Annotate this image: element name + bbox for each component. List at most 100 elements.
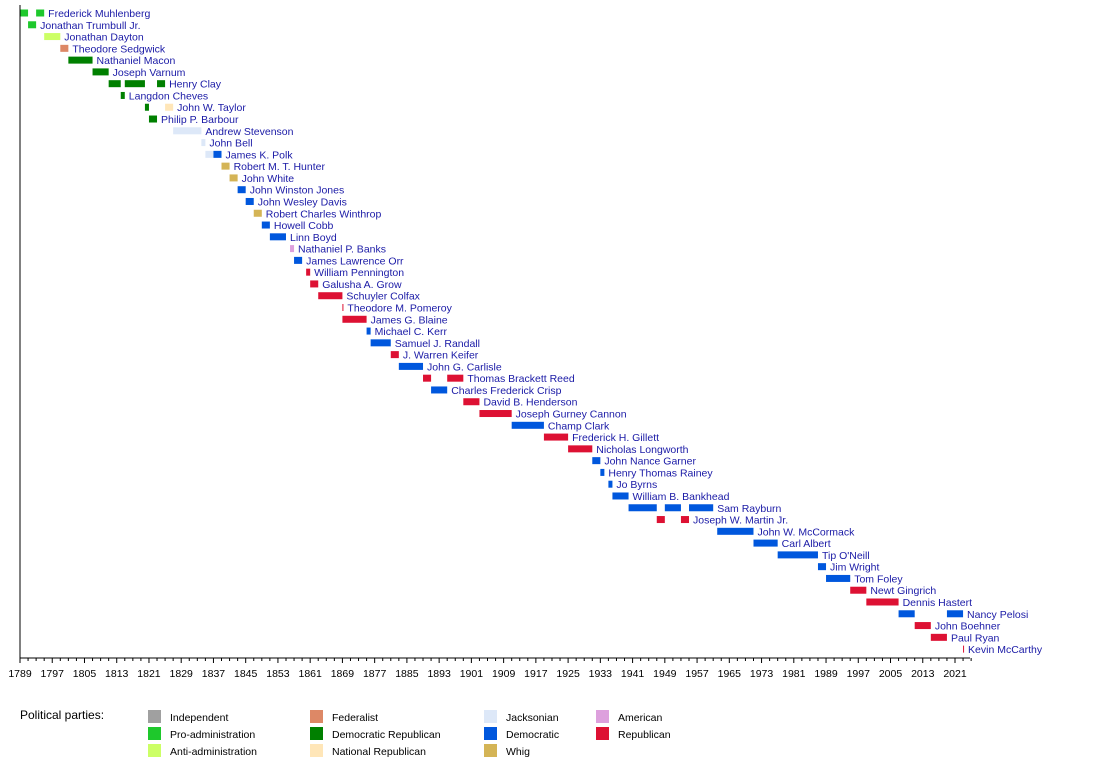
x-tick-label: 2021 xyxy=(943,668,967,680)
speaker-label: Nicholas Longworth xyxy=(596,444,688,456)
term-bar xyxy=(850,586,867,594)
term-bar xyxy=(60,44,69,52)
legend-swatch-am xyxy=(596,710,609,723)
speaker-label: Paul Ryan xyxy=(951,632,1000,644)
bars-layer xyxy=(20,9,965,653)
term-bar xyxy=(898,610,915,618)
x-tick-label: 1869 xyxy=(331,668,355,680)
x-tick-label: 1997 xyxy=(847,668,871,680)
term-bar xyxy=(213,150,222,158)
speaker-label: Theodore M. Pomeroy xyxy=(347,303,452,315)
term-bar xyxy=(914,622,931,630)
speaker-label: Theodore Sedgwick xyxy=(72,43,166,55)
term-bar xyxy=(92,68,109,76)
term-bar xyxy=(269,233,286,241)
x-tick-label: 1813 xyxy=(105,668,129,680)
speaker-label: Robert M. T. Hunter xyxy=(234,161,326,173)
term-bar xyxy=(753,539,778,547)
speaker-label: John White xyxy=(242,173,295,185)
speaker-label: Tip O'Neill xyxy=(822,550,870,562)
term-bar xyxy=(306,268,311,276)
term-bar xyxy=(600,468,605,476)
speaker-label: Joseph W. Martin Jr. xyxy=(693,515,788,527)
x-tick-label: 1901 xyxy=(460,668,484,680)
term-bar xyxy=(173,127,202,135)
x-tick-label: 1845 xyxy=(234,668,258,680)
term-bar xyxy=(201,139,206,147)
speaker-label: Thomas Brackett Reed xyxy=(467,373,575,385)
speaker-label: William Pennington xyxy=(314,267,404,279)
speaker-label: Michael C. Kerr xyxy=(375,326,448,338)
term-bar xyxy=(144,103,149,111)
term-bar xyxy=(826,574,851,582)
legend-label: Independent xyxy=(170,712,228,724)
speaker-label: Jonathan Dayton xyxy=(64,32,144,44)
term-bar xyxy=(511,421,544,429)
speaker-label: John G. Carlisle xyxy=(427,361,502,373)
speaker-label: John W. McCormack xyxy=(757,526,855,538)
speaker-label: Newt Gingrich xyxy=(870,585,936,597)
legend-title: Political parties: xyxy=(20,708,104,722)
term-bar xyxy=(817,563,827,571)
term-bar xyxy=(930,633,947,641)
x-tick-label: 1909 xyxy=(492,668,516,680)
legend-label: National Republican xyxy=(332,746,426,758)
speaker-label: Henry Thomas Rainey xyxy=(608,467,713,479)
x-tick-label: 1981 xyxy=(782,668,806,680)
speaker-label: Nancy Pelosi xyxy=(967,609,1028,621)
speaker-label: Andrew Stevenson xyxy=(205,126,293,138)
speaker-label: Champ Clark xyxy=(548,420,610,432)
speaker-label: James G. Blaine xyxy=(371,314,448,326)
speaker-label: Nathaniel Macon xyxy=(97,55,176,67)
term-bar xyxy=(237,186,246,194)
term-bar xyxy=(108,80,121,88)
speaker-label: Tom Foley xyxy=(854,573,903,585)
x-tick-label: 1941 xyxy=(621,668,645,680)
term-bar xyxy=(543,433,569,441)
speaker-label: John Boehner xyxy=(935,621,1001,633)
speaker-label: David B. Henderson xyxy=(483,397,577,409)
speaker-label: Frederick H. Gillett xyxy=(572,432,659,444)
term-bar xyxy=(689,504,714,512)
x-tick-label: 1885 xyxy=(395,668,419,680)
speaker-label: Schuyler Colfax xyxy=(346,291,420,303)
speaker-label: Dennis Hastert xyxy=(903,597,973,609)
x-axis-ticks: 1789 1797 1805 1813 1821 1829 1837 1845 1853 1861… xyxy=(8,658,972,680)
legend-label: Federalist xyxy=(332,712,378,724)
term-bar xyxy=(568,445,593,453)
speaker-label: Howell Cobb xyxy=(274,220,334,232)
legend: Independent Pro-administration Anti-admini… xyxy=(148,710,671,758)
x-tick-label: 1957 xyxy=(685,668,709,680)
speaker-label: John Nance Garner xyxy=(604,456,696,468)
speaker-label: Joseph Gurney Cannon xyxy=(516,409,627,421)
x-tick-label: 1877 xyxy=(363,668,387,680)
speaker-label: Samuel J. Randall xyxy=(395,338,480,350)
speaker-label: Jo Byrns xyxy=(616,479,657,491)
x-tick-label: 1789 xyxy=(8,668,32,680)
term-bar xyxy=(608,480,613,488)
term-bar xyxy=(423,374,432,382)
term-bar xyxy=(165,103,174,111)
term-bar xyxy=(310,280,319,288)
speaker-label: J. Warren Keifer xyxy=(403,350,479,362)
speaker-label: Frederick Muhlenberg xyxy=(48,8,150,20)
x-tick-label: 2005 xyxy=(879,668,903,680)
speaker-label: Carl Albert xyxy=(782,538,831,550)
x-tick-label: 1949 xyxy=(653,668,677,680)
term-bar xyxy=(157,80,166,88)
term-bar xyxy=(68,56,93,64)
term-bar xyxy=(963,645,965,653)
speaker-label: Jim Wright xyxy=(830,562,879,574)
x-tick-label: 2013 xyxy=(911,668,935,680)
term-bar xyxy=(628,504,657,512)
speaker-label: Sam Rayburn xyxy=(717,503,781,515)
x-tick-label: 1861 xyxy=(298,668,322,680)
term-bar xyxy=(447,374,464,382)
x-tick-label: 1837 xyxy=(202,668,226,680)
legend-label: Anti-administration xyxy=(170,746,257,758)
speaker-label: Nathaniel P. Banks xyxy=(298,244,386,256)
term-bar xyxy=(205,150,214,158)
speaker-label: Joseph Varnum xyxy=(113,67,186,79)
legend-swatch-jack xyxy=(484,710,497,723)
term-bar xyxy=(463,398,480,406)
